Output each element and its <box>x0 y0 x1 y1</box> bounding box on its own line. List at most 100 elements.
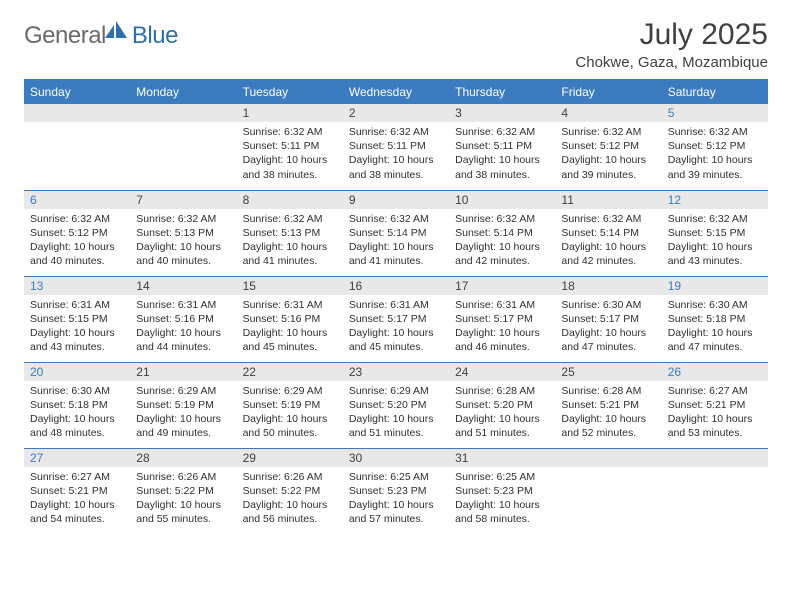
day-number-empty <box>662 449 768 467</box>
logo-text-blue: Blue <box>132 22 178 50</box>
calendar-day-cell: 25Sunrise: 6:28 AMSunset: 5:21 PMDayligh… <box>555 362 661 448</box>
calendar-day-cell: 20Sunrise: 6:30 AMSunset: 5:18 PMDayligh… <box>24 362 130 448</box>
day-info: Sunrise: 6:30 AMSunset: 5:18 PMDaylight:… <box>24 381 130 444</box>
day-info: Sunrise: 6:32 AMSunset: 5:11 PMDaylight:… <box>343 122 449 185</box>
day-info: Sunrise: 6:27 AMSunset: 5:21 PMDaylight:… <box>24 467 130 530</box>
calendar-day-cell: 6Sunrise: 6:32 AMSunset: 5:12 PMDaylight… <box>24 190 130 276</box>
day-number: 17 <box>449 277 555 295</box>
weekday-header: Saturday <box>662 80 768 104</box>
calendar-day-cell: 14Sunrise: 6:31 AMSunset: 5:16 PMDayligh… <box>130 276 236 362</box>
calendar-day-cell: 9Sunrise: 6:32 AMSunset: 5:14 PMDaylight… <box>343 190 449 276</box>
day-number: 31 <box>449 449 555 467</box>
day-number: 18 <box>555 277 661 295</box>
day-number: 20 <box>24 363 130 381</box>
calendar-body: 1Sunrise: 6:32 AMSunset: 5:11 PMDaylight… <box>24 104 768 534</box>
day-number: 28 <box>130 449 236 467</box>
day-number: 11 <box>555 191 661 209</box>
calendar-day-cell: 19Sunrise: 6:30 AMSunset: 5:18 PMDayligh… <box>662 276 768 362</box>
weekday-header: Thursday <box>449 80 555 104</box>
day-info: Sunrise: 6:28 AMSunset: 5:20 PMDaylight:… <box>449 381 555 444</box>
calendar-week-row: 1Sunrise: 6:32 AMSunset: 5:11 PMDaylight… <box>24 104 768 190</box>
calendar-day-cell: 18Sunrise: 6:30 AMSunset: 5:17 PMDayligh… <box>555 276 661 362</box>
day-info: Sunrise: 6:31 AMSunset: 5:15 PMDaylight:… <box>24 295 130 358</box>
calendar-week-row: 6Sunrise: 6:32 AMSunset: 5:12 PMDaylight… <box>24 190 768 276</box>
logo-text-gray: General <box>24 22 106 50</box>
day-number: 6 <box>24 191 130 209</box>
calendar-week-row: 27Sunrise: 6:27 AMSunset: 5:21 PMDayligh… <box>24 448 768 534</box>
day-number: 2 <box>343 104 449 122</box>
calendar-day-cell: 24Sunrise: 6:28 AMSunset: 5:20 PMDayligh… <box>449 362 555 448</box>
day-info: Sunrise: 6:32 AMSunset: 5:13 PMDaylight:… <box>130 209 236 272</box>
day-info: Sunrise: 6:32 AMSunset: 5:11 PMDaylight:… <box>449 122 555 185</box>
calendar-day-cell: 29Sunrise: 6:26 AMSunset: 5:22 PMDayligh… <box>237 448 343 534</box>
weekday-header: Tuesday <box>237 80 343 104</box>
logo-sail-icon <box>105 21 127 39</box>
calendar-day-cell <box>662 448 768 534</box>
day-number-empty <box>130 104 236 122</box>
calendar-day-cell: 4Sunrise: 6:32 AMSunset: 5:12 PMDaylight… <box>555 104 661 190</box>
calendar-day-cell: 16Sunrise: 6:31 AMSunset: 5:17 PMDayligh… <box>343 276 449 362</box>
day-info: Sunrise: 6:27 AMSunset: 5:21 PMDaylight:… <box>662 381 768 444</box>
calendar-day-cell <box>555 448 661 534</box>
day-info: Sunrise: 6:26 AMSunset: 5:22 PMDaylight:… <box>237 467 343 530</box>
calendar-day-cell: 8Sunrise: 6:32 AMSunset: 5:13 PMDaylight… <box>237 190 343 276</box>
calendar-day-cell: 1Sunrise: 6:32 AMSunset: 5:11 PMDaylight… <box>237 104 343 190</box>
calendar-day-cell: 5Sunrise: 6:32 AMSunset: 5:12 PMDaylight… <box>662 104 768 190</box>
day-number: 30 <box>343 449 449 467</box>
day-number: 13 <box>24 277 130 295</box>
day-number: 1 <box>237 104 343 122</box>
day-number: 3 <box>449 104 555 122</box>
day-number-empty <box>555 449 661 467</box>
day-info: Sunrise: 6:31 AMSunset: 5:17 PMDaylight:… <box>343 295 449 358</box>
day-info: Sunrise: 6:26 AMSunset: 5:22 PMDaylight:… <box>130 467 236 530</box>
day-number: 16 <box>343 277 449 295</box>
calendar-week-row: 20Sunrise: 6:30 AMSunset: 5:18 PMDayligh… <box>24 362 768 448</box>
calendar-day-cell: 7Sunrise: 6:32 AMSunset: 5:13 PMDaylight… <box>130 190 236 276</box>
calendar-week-row: 13Sunrise: 6:31 AMSunset: 5:15 PMDayligh… <box>24 276 768 362</box>
weekday-header: Sunday <box>24 80 130 104</box>
day-info: Sunrise: 6:32 AMSunset: 5:12 PMDaylight:… <box>662 122 768 185</box>
day-number: 4 <box>555 104 661 122</box>
day-number: 12 <box>662 191 768 209</box>
calendar-day-cell: 12Sunrise: 6:32 AMSunset: 5:15 PMDayligh… <box>662 190 768 276</box>
month-title: July 2025 <box>575 18 768 52</box>
header: General Blue July 2025 Chokwe, Gaza, Moz… <box>24 18 768 71</box>
weekday-row: SundayMondayTuesdayWednesdayThursdayFrid… <box>24 80 768 104</box>
day-info: Sunrise: 6:30 AMSunset: 5:17 PMDaylight:… <box>555 295 661 358</box>
calendar-day-cell: 28Sunrise: 6:26 AMSunset: 5:22 PMDayligh… <box>130 448 236 534</box>
calendar-day-cell: 10Sunrise: 6:32 AMSunset: 5:14 PMDayligh… <box>449 190 555 276</box>
calendar-day-cell <box>24 104 130 190</box>
day-number: 5 <box>662 104 768 122</box>
calendar-day-cell: 30Sunrise: 6:25 AMSunset: 5:23 PMDayligh… <box>343 448 449 534</box>
calendar-day-cell: 22Sunrise: 6:29 AMSunset: 5:19 PMDayligh… <box>237 362 343 448</box>
day-number: 24 <box>449 363 555 381</box>
calendar-day-cell: 27Sunrise: 6:27 AMSunset: 5:21 PMDayligh… <box>24 448 130 534</box>
calendar-page: General Blue July 2025 Chokwe, Gaza, Moz… <box>0 0 792 534</box>
day-info: Sunrise: 6:29 AMSunset: 5:20 PMDaylight:… <box>343 381 449 444</box>
calendar-day-cell: 31Sunrise: 6:25 AMSunset: 5:23 PMDayligh… <box>449 448 555 534</box>
day-number: 15 <box>237 277 343 295</box>
day-number: 9 <box>343 191 449 209</box>
day-number-empty <box>24 104 130 122</box>
day-info: Sunrise: 6:32 AMSunset: 5:15 PMDaylight:… <box>662 209 768 272</box>
day-number: 8 <box>237 191 343 209</box>
calendar-day-cell: 11Sunrise: 6:32 AMSunset: 5:14 PMDayligh… <box>555 190 661 276</box>
calendar-day-cell: 2Sunrise: 6:32 AMSunset: 5:11 PMDaylight… <box>343 104 449 190</box>
calendar-day-cell: 3Sunrise: 6:32 AMSunset: 5:11 PMDaylight… <box>449 104 555 190</box>
day-number: 14 <box>130 277 236 295</box>
calendar-table: SundayMondayTuesdayWednesdayThursdayFrid… <box>24 79 768 534</box>
day-number: 26 <box>662 363 768 381</box>
day-info: Sunrise: 6:31 AMSunset: 5:17 PMDaylight:… <box>449 295 555 358</box>
calendar-day-cell: 13Sunrise: 6:31 AMSunset: 5:15 PMDayligh… <box>24 276 130 362</box>
calendar-day-cell: 26Sunrise: 6:27 AMSunset: 5:21 PMDayligh… <box>662 362 768 448</box>
day-number: 19 <box>662 277 768 295</box>
day-info: Sunrise: 6:32 AMSunset: 5:14 PMDaylight:… <box>343 209 449 272</box>
day-number: 29 <box>237 449 343 467</box>
day-info: Sunrise: 6:32 AMSunset: 5:12 PMDaylight:… <box>24 209 130 272</box>
day-info: Sunrise: 6:32 AMSunset: 5:14 PMDaylight:… <box>449 209 555 272</box>
calendar-day-cell: 21Sunrise: 6:29 AMSunset: 5:19 PMDayligh… <box>130 362 236 448</box>
day-info: Sunrise: 6:32 AMSunset: 5:14 PMDaylight:… <box>555 209 661 272</box>
logo: General Blue <box>24 18 176 50</box>
calendar-day-cell: 23Sunrise: 6:29 AMSunset: 5:20 PMDayligh… <box>343 362 449 448</box>
day-info: Sunrise: 6:31 AMSunset: 5:16 PMDaylight:… <box>237 295 343 358</box>
